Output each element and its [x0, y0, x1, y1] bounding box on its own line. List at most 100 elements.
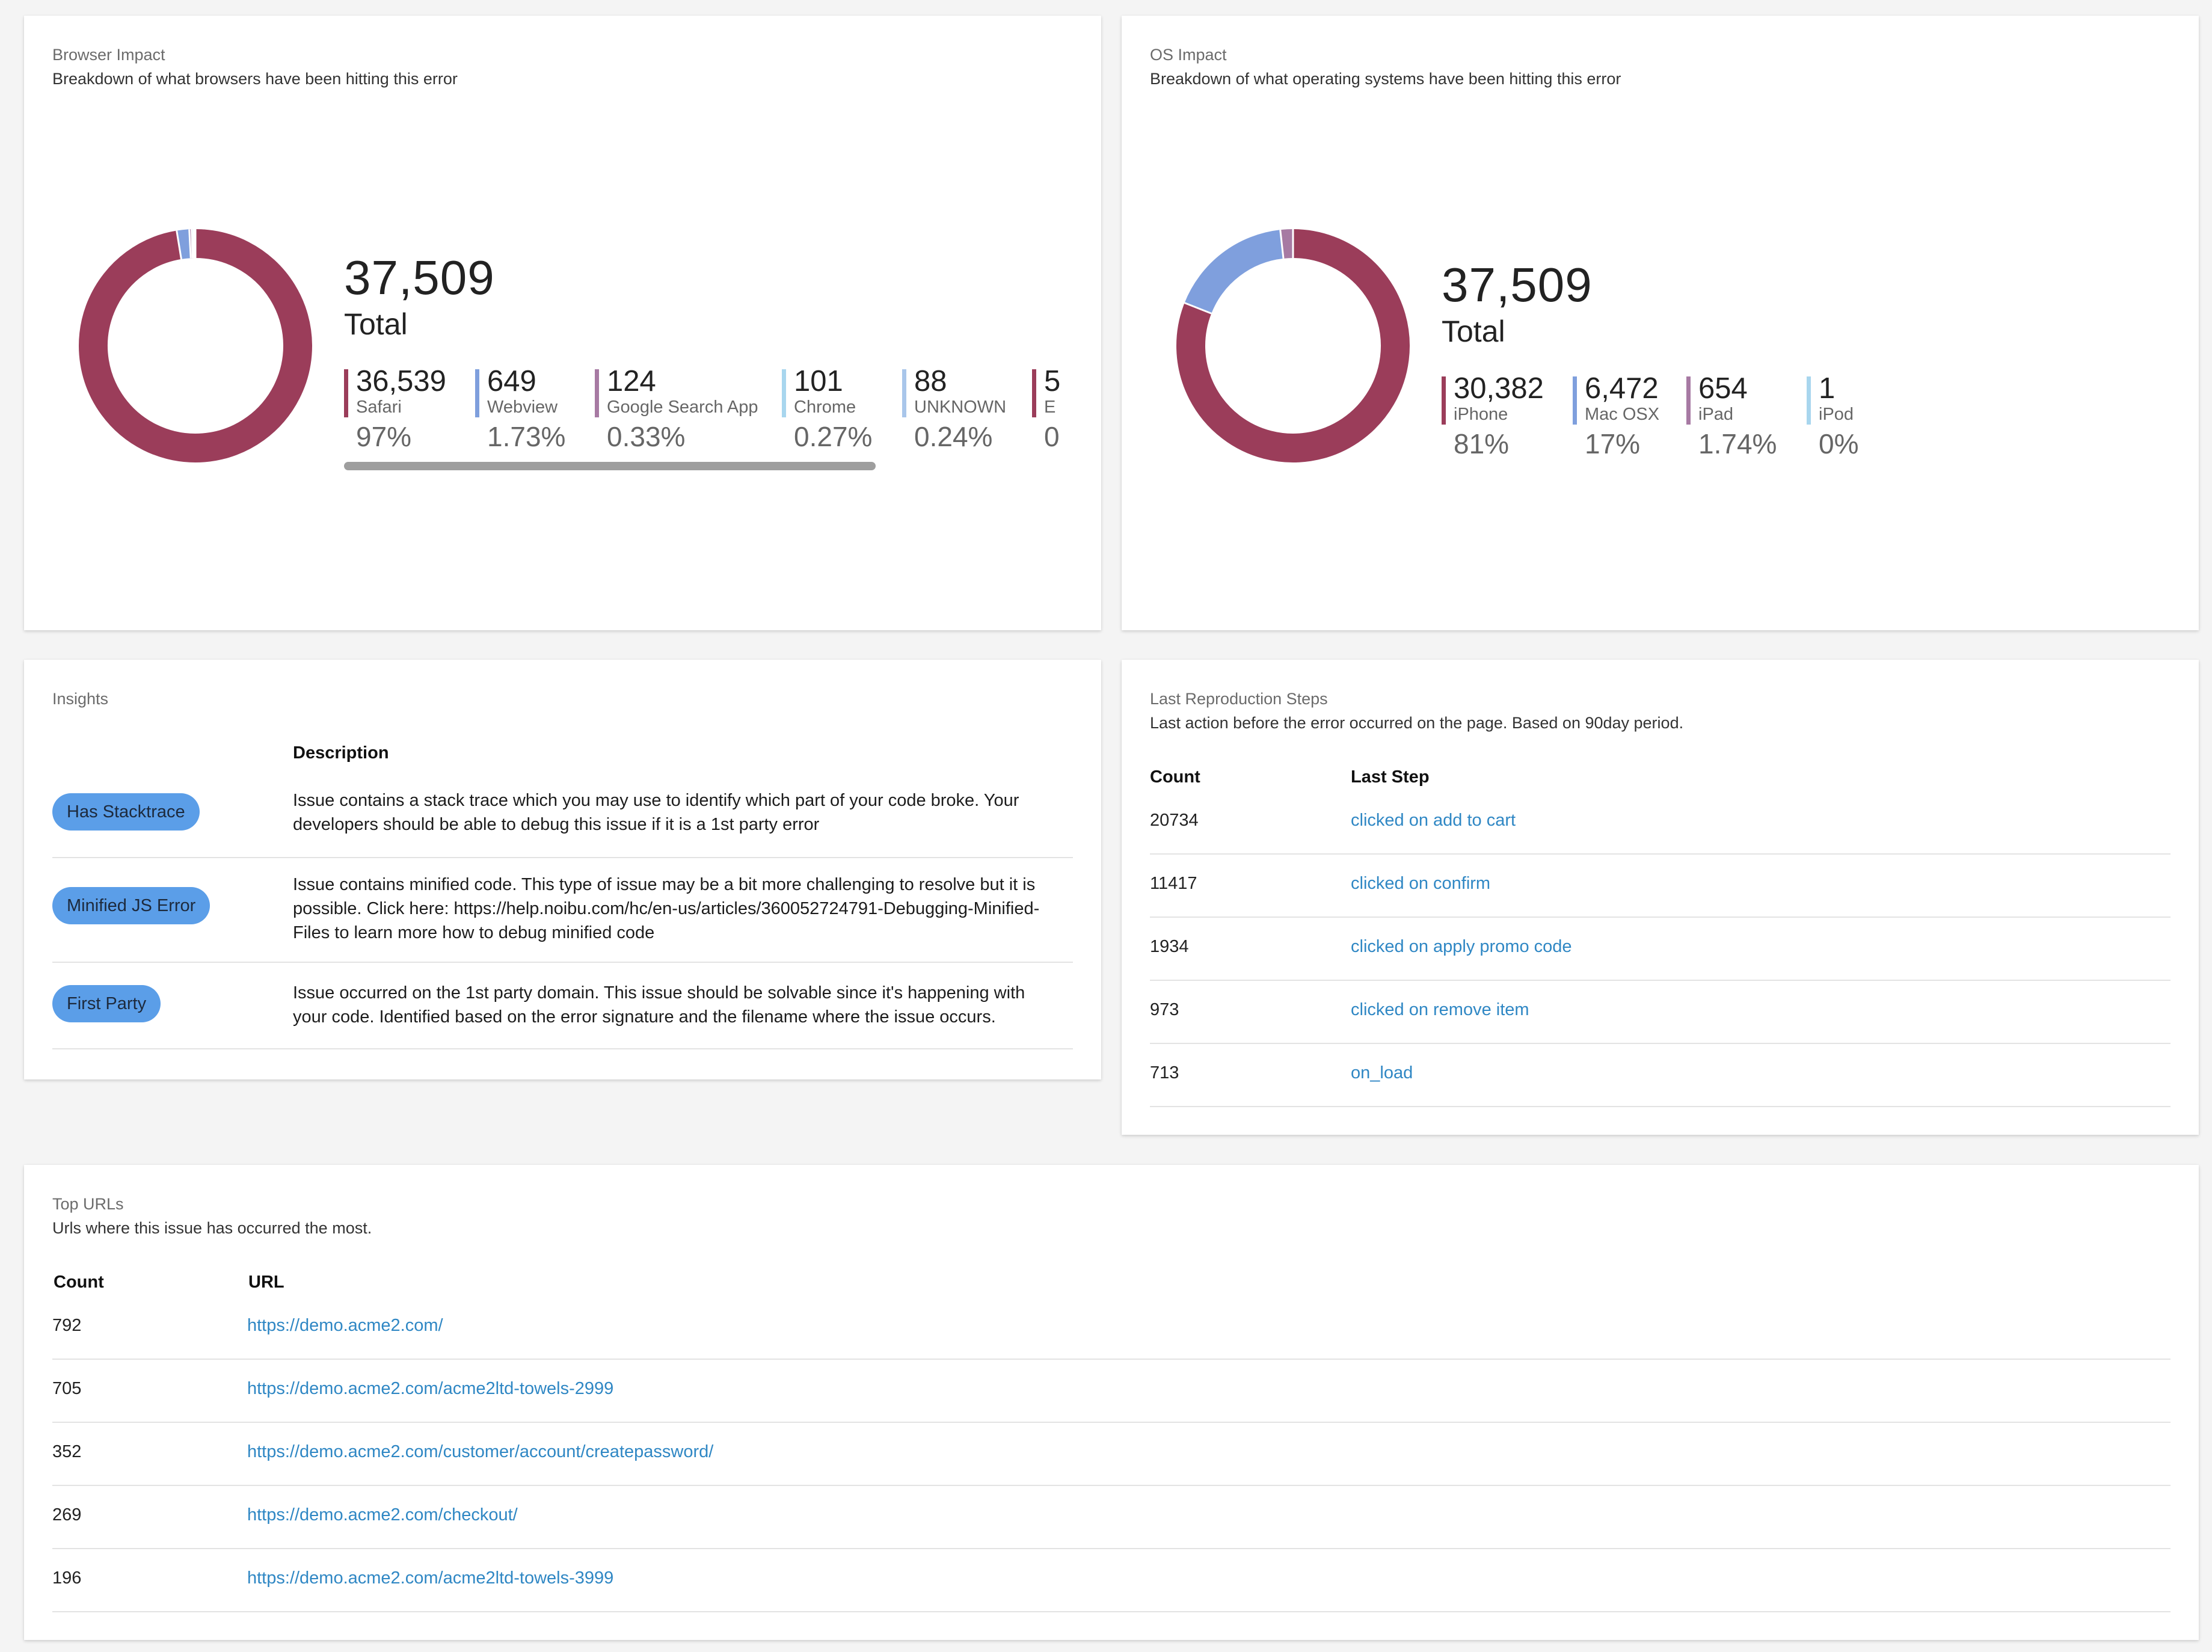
- legend-scrollbar[interactable]: [344, 462, 876, 470]
- step-link[interactable]: clicked on apply promo code: [1351, 937, 1572, 956]
- card-title: OS Impact: [1150, 46, 1227, 64]
- minified-js-error-tag[interactable]: Minified JS Error: [52, 887, 210, 924]
- card-title: Browser Impact: [52, 46, 165, 64]
- row-count: 1934: [1150, 937, 1189, 956]
- donut-slice-webview[interactable]: [176, 229, 191, 259]
- donut-slice-safari[interactable]: [79, 229, 312, 462]
- row-count: 269: [52, 1505, 82, 1525]
- table-row: 973 clicked on remove item: [1150, 981, 2171, 1044]
- table-row: 713 on_load: [1150, 1044, 2171, 1107]
- row-count: 20734: [1150, 811, 1199, 830]
- insight-row: First Party Issue occurred on the 1st pa…: [52, 963, 1073, 1049]
- total-count: 37,509: [1442, 258, 1593, 312]
- row-count: 973: [1150, 1000, 1179, 1019]
- insights-card: Insights Description Has Stacktrace Issu…: [24, 660, 1101, 1079]
- legend-item-google-search-app[interactable]: 124 Google Search App 0.33%: [595, 364, 782, 461]
- row-count: 352: [52, 1442, 82, 1461]
- url-link[interactable]: https://demo.acme2.com/acme2ltd-towels-2…: [247, 1379, 614, 1398]
- legend-count: 124: [607, 365, 656, 398]
- table-row: 352 https://demo.acme2.com/customer/acco…: [52, 1423, 2171, 1486]
- legend-item-chrome[interactable]: 101 Chrome 0.27%: [782, 364, 902, 461]
- legend-percent: 17%: [1585, 428, 1641, 459]
- legend-item-ipad[interactable]: 654 iPad 1.74%: [1686, 372, 1807, 468]
- legend-percent: 0.27%: [794, 421, 873, 452]
- last-step-header: Last Step: [1351, 767, 1430, 787]
- row-count: 713: [1150, 1063, 1179, 1082]
- donut-slice-separator: [176, 230, 182, 260]
- insight-row: Has Stacktrace Issue contains a stack tr…: [52, 772, 1073, 858]
- first-party-tag[interactable]: First Party: [52, 985, 161, 1022]
- legend-color-marker: [344, 369, 348, 417]
- insight-description: Issue contains a stack trace which you m…: [293, 791, 1019, 834]
- browser-donut-chart[interactable]: [78, 229, 313, 463]
- legend-count: 88: [914, 365, 947, 398]
- legend-name: Safari: [356, 398, 402, 417]
- legend-count: 1: [1819, 372, 1836, 405]
- legend-color-marker: [1807, 376, 1811, 425]
- url-header: URL: [248, 1273, 284, 1292]
- step-link[interactable]: clicked on remove item: [1351, 1000, 1529, 1019]
- legend-name: UNKNOWN: [914, 398, 1007, 417]
- legend-color-marker: [1032, 369, 1036, 417]
- step-link[interactable]: clicked on confirm: [1351, 874, 1491, 893]
- step-link[interactable]: clicked on add to cart: [1351, 811, 1516, 830]
- table-row: 11417 clicked on confirm: [1150, 855, 2171, 918]
- row-count: 792: [52, 1316, 82, 1335]
- os-impact-card: OS Impact Breakdown of what operating sy…: [1122, 16, 2199, 630]
- legend-color-marker: [902, 369, 906, 417]
- url-link[interactable]: https://demo.acme2.com/: [247, 1316, 443, 1335]
- legend-name: Google Search App: [607, 398, 758, 417]
- insight-description: Issue contains minified code. This type …: [293, 875, 1040, 942]
- total-label: Total: [1442, 315, 1505, 348]
- legend-count: 5: [1044, 365, 1061, 398]
- legend-percent: 0%: [1819, 428, 1859, 459]
- os-donut-chart[interactable]: [1176, 229, 1410, 463]
- total-label: Total: [344, 307, 408, 341]
- reproduction-steps-card: Last Reproduction Steps Last action befo…: [1122, 660, 2199, 1135]
- legend-item-unknown[interactable]: 88 UNKNOWN 0.24%: [902, 364, 1032, 461]
- card-title: Insights: [52, 690, 109, 708]
- legend-item-safari[interactable]: 36,539 Safari 97%: [344, 364, 475, 461]
- table-row: 20734 clicked on add to cart: [1150, 791, 2171, 855]
- legend-color-marker: [1573, 376, 1577, 425]
- legend-item-ipod[interactable]: 1 iPod 0%: [1807, 372, 1927, 468]
- legend-item-webview[interactable]: 649 Webview 1.73%: [475, 364, 595, 461]
- url-link[interactable]: https://demo.acme2.com/checkout/: [247, 1505, 518, 1525]
- url-link[interactable]: https://demo.acme2.com/customer/account/…: [247, 1442, 714, 1461]
- url-link[interactable]: https://demo.acme2.com/acme2ltd-towels-3…: [247, 1568, 614, 1588]
- card-title: Top URLs: [52, 1195, 124, 1213]
- total-count: 37,509: [344, 251, 495, 304]
- legend-percent: 0: [1044, 421, 1060, 452]
- os-legend: 30,382 iPhone 81% 6,472 Mac OSX 17% 654 iPad 1.7…: [1442, 372, 2170, 468]
- donut-slice-iphone[interactable]: [1176, 229, 1410, 462]
- description-header: Description: [293, 743, 389, 763]
- legend-name: Chrome: [794, 398, 856, 417]
- donut-slice-mac-osx[interactable]: [1184, 230, 1284, 314]
- browser-legend: 36,539 Safari 97% 649 Webview 1.73% 124 Google …: [344, 364, 1072, 461]
- legend-item-iphone[interactable]: 30,382 iPhone 81%: [1442, 372, 1573, 468]
- legend-count: 654: [1698, 372, 1748, 405]
- step-link[interactable]: on_load: [1351, 1063, 1413, 1082]
- row-count: 11417: [1150, 874, 1197, 893]
- legend-name: iPod: [1819, 405, 1854, 424]
- legend-count: 649: [487, 365, 536, 398]
- top-urls-card: Top URLs Urls where this issue has occur…: [24, 1165, 2199, 1640]
- legend-percent: 81%: [1454, 428, 1510, 459]
- legend-count: 101: [794, 365, 843, 398]
- browser-impact-card: Browser Impact Breakdown of what browser…: [24, 16, 1101, 630]
- card-subtitle: Breakdown of what operating systems have…: [1150, 70, 1621, 88]
- legend-color-marker: [475, 369, 479, 417]
- count-header: Count: [54, 1273, 104, 1292]
- legend-name: Mac OSX: [1585, 405, 1660, 424]
- legend-color-marker: [595, 369, 599, 417]
- insight-row: Minified JS Error Issue contains minifie…: [52, 858, 1073, 963]
- legend-name: Webview: [487, 398, 558, 417]
- donut-slice-separator: [191, 229, 194, 259]
- row-count: 705: [52, 1379, 82, 1398]
- card-subtitle: Last action before the error occurred on…: [1150, 714, 1684, 732]
- legend-percent: 0.33%: [607, 421, 686, 452]
- legend-item-mac-osx[interactable]: 6,472 Mac OSX 17%: [1573, 372, 1686, 468]
- has-stacktrace-tag[interactable]: Has Stacktrace: [52, 793, 200, 831]
- card-subtitle: Urls where this issue has occurred the m…: [52, 1219, 372, 1237]
